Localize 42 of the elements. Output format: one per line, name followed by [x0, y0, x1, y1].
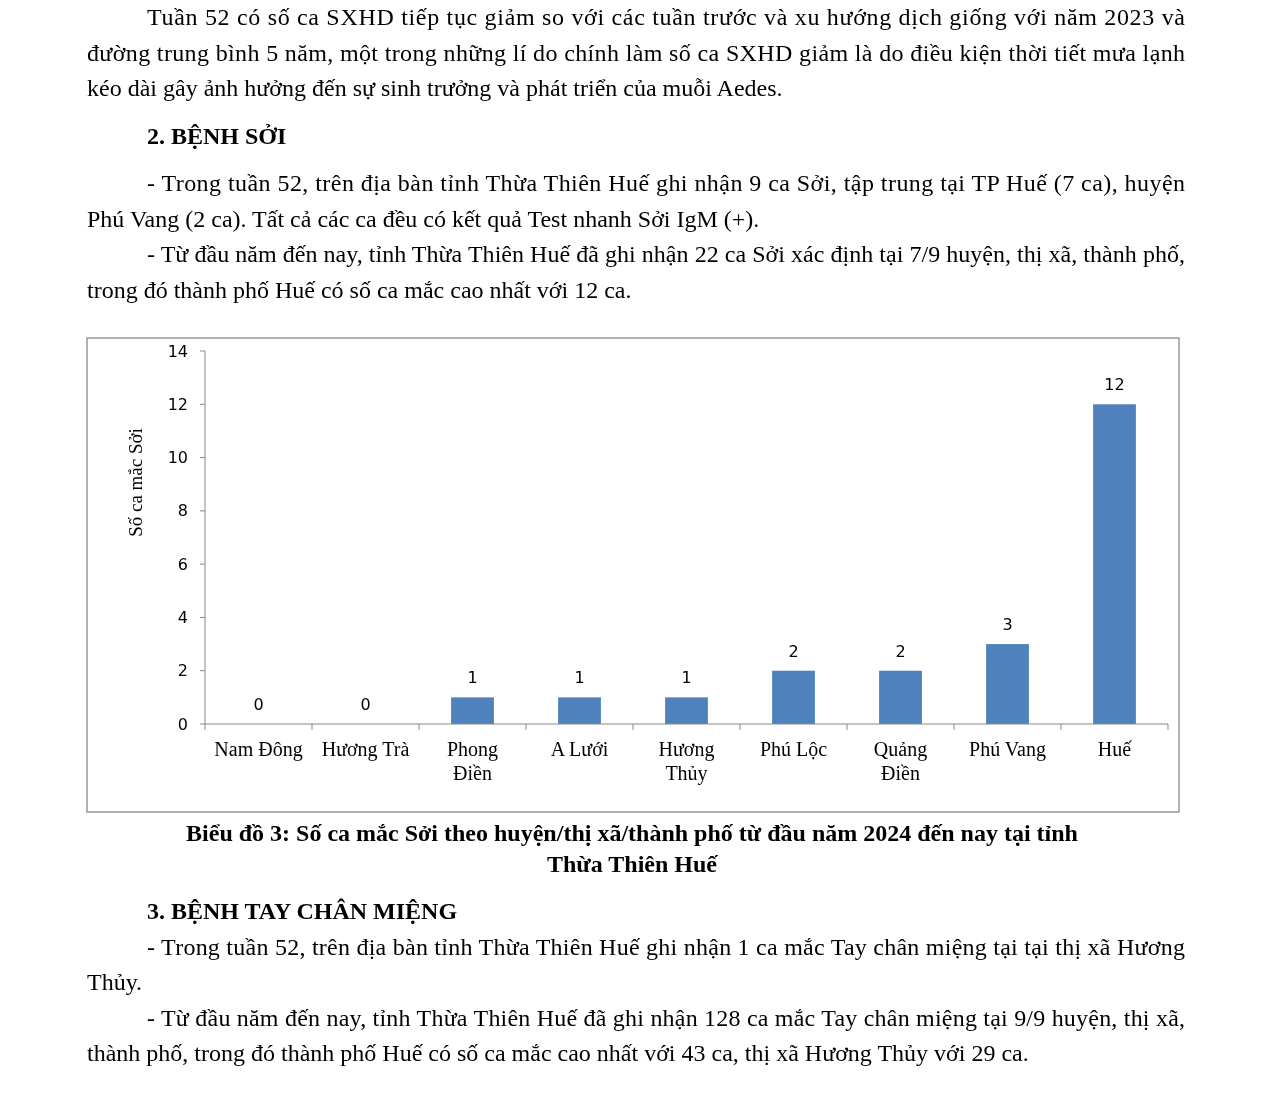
text: - Từ đầu năm đến nay, tỉnh Thừa Thiên Huế đã ghi nhận 128 ca mắc Tay chân miệng tại 9/9 huyện, thị xã, thành phố, trong đó thành phố Huế có số ca mắc cao nhất với 43 ca, thị xã Hương Thủy với 29 ca.: [87, 1004, 1185, 1066]
x-tick-label: Phong Điền: [446, 738, 499, 784]
x-tick-label: Hương Trà: [321, 738, 410, 761]
text: - Trong tuần 52, trên địa bàn tỉnh Thừa Thiên Huế ghi nhận 9 ca Sởi, tập trung tại TP Huế (7 ca), huyện Phú Vang (2 ca). Tất cả các ca đều có kết quả Test nhanh Sởi IgM (+).: [87, 170, 1185, 232]
bar: [1093, 404, 1136, 724]
text: 2. BỆNH SỞI: [147, 122, 287, 149]
data-label: 0: [360, 695, 371, 714]
bar: [986, 644, 1029, 724]
x-tick-label: Hương Thủy: [658, 738, 715, 785]
y-tick-label: 10: [167, 448, 188, 468]
x-tick-label: Nam Đông: [214, 738, 303, 761]
bar: [451, 697, 494, 724]
text: Tuần 52 có số ca SXHD tiếp tục giảm so với các tuần trước và xu hướng dịch giống với năm 2023 và đường trung bình 5 năm, một trong những lí do chính làm số ca SXHD giảm là do điều kiện thời tiết mưa lạnh kéo dài gây ảnh hưởng đến sự sinh trưởng và phát triển của muỗi Aedes.: [87, 4, 1186, 101]
bar: [879, 670, 922, 724]
y-tick-label: 4: [177, 608, 188, 628]
text: - Trong tuần 52, trên địa bàn tỉnh Thừa Thiên Huế ghi nhận 1 ca mắc Tay chân miệng tại tại thị xã Hương Thủy.: [87, 933, 1185, 995]
text: - Từ đầu năm đến nay, tỉnh Thừa Thiên Huế đã ghi nhận 22 ca Sởi xác định tại 7/9 huyện, thị xã, thành phố, trong đó thành phố Huế có số ca mắc cao nhất với 12 ca.: [87, 241, 1185, 303]
x-tick-label: Quảng Điền: [873, 738, 928, 784]
data-label: 2: [788, 641, 799, 661]
y-tick-label: 2: [177, 661, 188, 681]
y-axis-title: Số ca mắc Sởi: [125, 428, 146, 537]
y-tick-label: 8: [177, 501, 188, 521]
data-label: 12: [1104, 375, 1125, 395]
bar: [665, 697, 708, 724]
x-tick-label: Huế: [1097, 738, 1133, 760]
bar: [772, 670, 815, 724]
y-tick-label: 14: [167, 341, 188, 361]
y-tick-label: 12: [167, 394, 188, 414]
data-label: 1: [574, 668, 585, 688]
text: Biểu đồ 3: Số ca mắc Sởi theo huyện/thị xã/thành phố từ đầu năm 2024 đến nay tại tỉnh Thừa Thiên Huế: [186, 820, 1078, 877]
x-tick-label: A Lưới: [550, 738, 609, 760]
text: 3. BỆNH TAY CHÂN MIỆNG: [147, 898, 458, 924]
data-label: 2: [895, 641, 906, 661]
data-label: 1: [467, 668, 478, 688]
data-label: 0: [253, 695, 264, 714]
x-tick-label: Phú Vang: [969, 738, 1046, 761]
data-label: 1: [681, 668, 692, 688]
y-tick-label: 0: [177, 714, 188, 734]
bar: [558, 697, 601, 724]
x-tick-label: Phú Lộc: [759, 738, 828, 760]
y-tick-label: 6: [177, 554, 188, 574]
data-label: 3: [1002, 615, 1013, 635]
